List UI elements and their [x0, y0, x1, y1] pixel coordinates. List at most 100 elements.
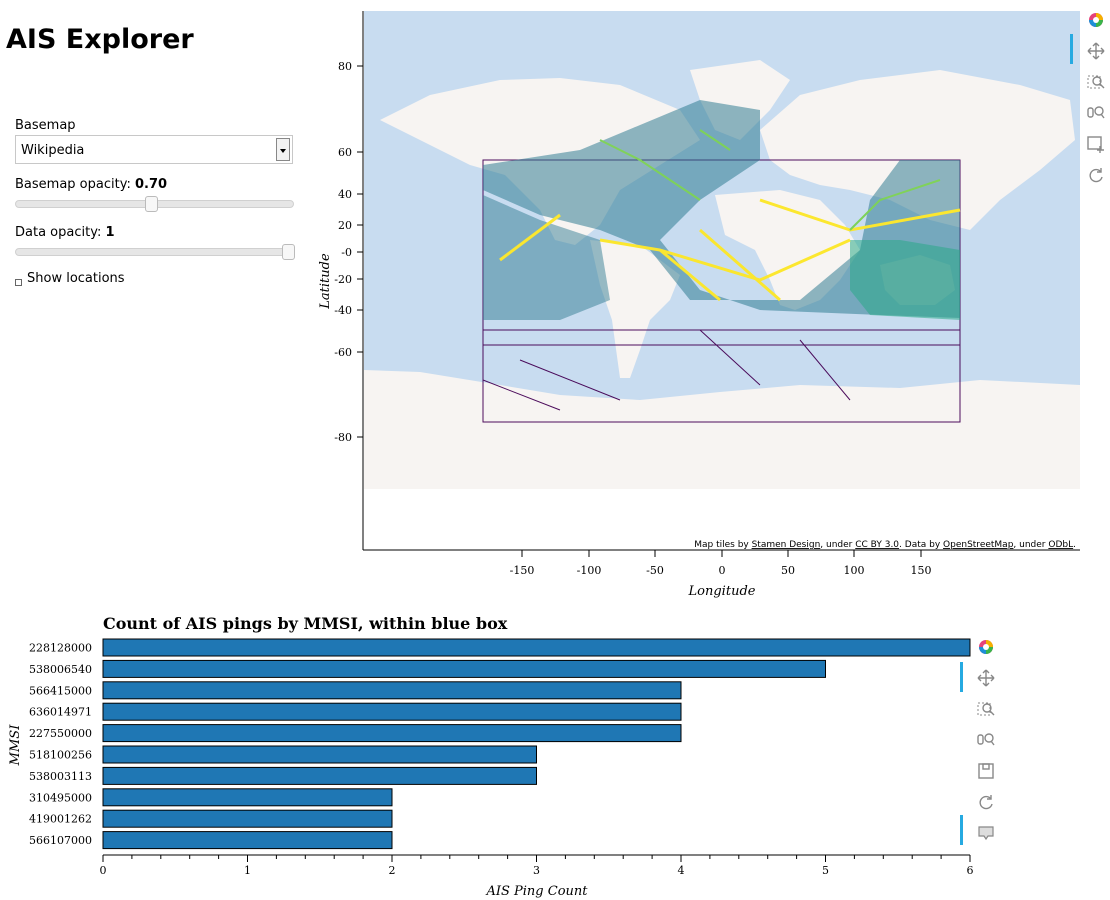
map-y-tick-label: -80: [334, 431, 352, 444]
bar-chart-y-axis-label: MMSI: [8, 724, 23, 767]
active-tool-indicator: [1070, 34, 1073, 64]
antarctica-land: [364, 370, 1080, 489]
bar-x-tick-label: 5: [822, 864, 829, 877]
bar-x-tick-label: 0: [100, 864, 107, 877]
attribution-link-odbl[interactable]: ODbL: [1048, 540, 1073, 550]
basemap-opacity-label-text: Basemap opacity:: [15, 177, 135, 192]
map-attribution: Map tiles by Stamen Design, under CC BY …: [694, 540, 1076, 550]
attribution-text: Map tiles by: [694, 540, 751, 550]
bar-category-label: 518100256: [29, 749, 92, 762]
basemap-select-value: Wikipedia: [21, 143, 85, 158]
bar-category-label: 227550000: [29, 727, 92, 740]
map-x-tick-label: 0: [719, 564, 726, 577]
bar-x-tick-label: 6: [967, 864, 974, 877]
map-x-tick-label: 100: [844, 564, 865, 577]
map-y-tick-label: -20: [334, 273, 352, 286]
bar-chart-title: Count of AIS pings by MMSI, within blue …: [103, 614, 508, 633]
density-low-atlantic: [483, 100, 960, 318]
data-opacity-slider[interactable]: [15, 244, 295, 260]
basemap-select[interactable]: Wikipedia: [15, 135, 293, 164]
bar[interactable]: [102, 724, 682, 743]
map-y-tick-label: -60: [334, 346, 352, 359]
wheel-zoom-icon[interactable]: [1086, 103, 1106, 123]
pan-icon[interactable]: [976, 668, 996, 688]
basemap-label: Basemap: [15, 118, 76, 133]
basemap-opacity-slider-handle[interactable]: [144, 196, 158, 212]
save-icon[interactable]: [976, 761, 996, 781]
attribution-link-cc[interactable]: CC BY 3.0: [855, 540, 899, 550]
eurasia-land: [760, 70, 1075, 230]
attribution-text: . Data by: [899, 540, 943, 550]
map-y-ticks: 80 60 40 20 -0 -20 -40 -60 -80: [334, 60, 363, 444]
bokeh-logo-icon[interactable]: [1086, 10, 1106, 30]
attribution-text: .: [1073, 540, 1076, 550]
map-y-tick-label: 60: [338, 146, 352, 159]
bar[interactable]: [102, 659, 826, 678]
map-x-tick-label: -150: [510, 564, 535, 577]
data-opacity-slider-handle[interactable]: [282, 244, 295, 260]
attribution-link-osm[interactable]: OpenStreetMap: [943, 540, 1014, 550]
bar-x-tick-label: 4: [678, 864, 685, 877]
map-x-tick-label: 50: [781, 564, 795, 577]
app-title: AIS Explorer: [6, 24, 194, 55]
bar[interactable]: [102, 702, 682, 721]
map-y-axis-label: Latitude: [318, 253, 333, 310]
show-locations-label: Show locations: [27, 271, 125, 286]
bar-category-label: 419001262: [29, 813, 92, 826]
basemap-opacity-value: 0.70: [134, 177, 168, 192]
map-x-tick-label: -100: [577, 564, 602, 577]
map-y-tick-label: -0: [341, 246, 352, 259]
attribution-link-stamen[interactable]: Stamen Design: [752, 540, 821, 550]
density-low-indian: [850, 240, 960, 320]
map-plot[interactable]: 80 60 40 20 -0 -20 -40 -60 -80 -150 -100 -50 0 50 100…: [0, 0, 1110, 605]
attribution-text: , under: [820, 540, 855, 550]
bar-x-tick-label: 1: [244, 864, 251, 877]
map-x-tick-label: -50: [646, 564, 664, 577]
ais-density-layer: [482, 100, 961, 423]
pan-icon[interactable]: [1086, 41, 1106, 61]
bar-chart[interactable]: Count of AIS pings by MMSI, within blue …: [0, 605, 1000, 900]
wheel-zoom-icon[interactable]: [976, 730, 996, 750]
data-opacity-label: Data opacity: 1: [15, 225, 115, 240]
map-x-tick-label: 150: [911, 564, 932, 577]
reset-icon[interactable]: [1086, 165, 1106, 185]
density-tracks: [482, 329, 960, 411]
basemap-opacity-slider[interactable]: [15, 196, 294, 212]
attribution-text: , under: [1013, 540, 1048, 550]
map-x-axis-label: Longitude: [688, 584, 756, 599]
bar[interactable]: [102, 809, 393, 828]
map-y-tick-label: 20: [338, 219, 352, 232]
reset-icon[interactable]: [976, 792, 996, 812]
map-y-tick-label: 40: [338, 188, 352, 201]
bar-category-label: 636014971: [29, 706, 92, 719]
hover-icon[interactable]: [976, 823, 996, 843]
density-high-2: [599, 129, 941, 231]
density-high-1: [499, 198, 961, 302]
bar-chart-x-axis-label: AIS Ping Count: [485, 884, 588, 899]
show-locations-checkbox[interactable]: [15, 279, 22, 286]
data-opacity-label-text: Data opacity:: [15, 225, 106, 240]
bar-chart-x-ticks: 0 1 2 3 4 5 6: [100, 855, 974, 877]
map-y-tick-label: -40: [334, 304, 352, 317]
bar-category-label: 538003113: [29, 770, 92, 783]
bar[interactable]: [102, 681, 682, 700]
bar-category-label: 566415000: [29, 684, 92, 697]
bar-chart-bars: 228128000 538006540 566415000 636014971 2275…: [29, 638, 971, 850]
box-select-icon[interactable]: [1086, 134, 1106, 154]
box-zoom-icon[interactable]: [976, 699, 996, 719]
active-tool-indicator: [960, 662, 963, 692]
basemap-opacity-label: Basemap opacity: 0.70: [15, 177, 167, 192]
bar-x-tick-label: 2: [389, 864, 396, 877]
bar[interactable]: [102, 638, 971, 657]
bar-category-label: 310495000: [29, 791, 92, 804]
chevron-down-icon[interactable]: [276, 138, 290, 161]
bar[interactable]: [102, 831, 393, 850]
bar[interactable]: [102, 788, 393, 807]
bar[interactable]: [102, 766, 537, 785]
box-zoom-icon[interactable]: [1086, 72, 1106, 92]
map-x-ticks: -150 -100 -50 0 50 100 150: [510, 550, 932, 577]
bar-x-tick-label: 3: [533, 864, 540, 877]
bokeh-logo-icon[interactable]: [976, 637, 996, 657]
bar[interactable]: [102, 745, 537, 764]
bar-category-label: 566107000: [29, 834, 92, 847]
